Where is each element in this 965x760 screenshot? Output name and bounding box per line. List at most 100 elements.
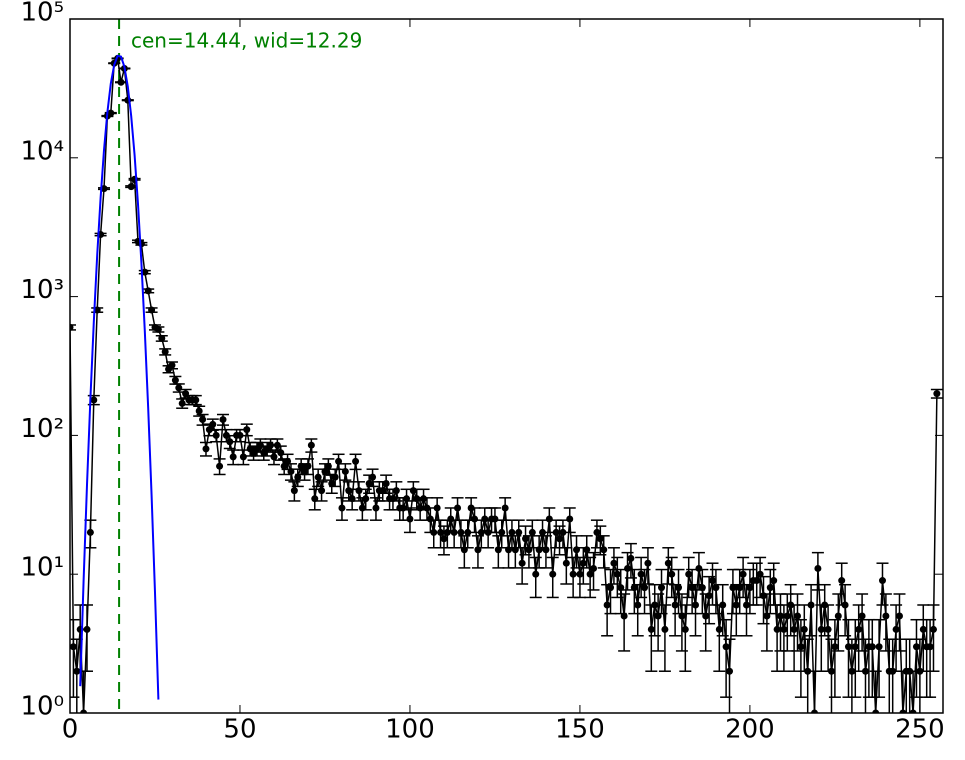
data-point: [576, 570, 584, 578]
error-bar: [927, 604, 940, 672]
data-point: [566, 515, 574, 523]
data-point: [630, 584, 638, 592]
data-point: [743, 601, 751, 609]
data-point: [641, 584, 649, 592]
data-point: [481, 515, 489, 523]
data-point: [161, 348, 169, 356]
data-point: [447, 515, 455, 523]
data-point: [844, 643, 852, 651]
data-point: [178, 399, 186, 407]
data-point: [709, 577, 717, 585]
data-point: [827, 667, 835, 675]
data-point: [70, 323, 74, 331]
data-point: [824, 625, 832, 633]
data-point: [753, 577, 761, 585]
x-tick-label: 100: [385, 715, 435, 745]
data-point: [409, 487, 417, 495]
data-point: [433, 504, 441, 512]
data-point: [590, 564, 598, 572]
data-point: [613, 570, 621, 578]
error-bar: [70, 324, 76, 331]
data-point: [338, 504, 346, 512]
data-point: [702, 612, 710, 620]
data-point: [658, 584, 666, 592]
data-point: [542, 546, 550, 554]
data-point: [586, 570, 594, 578]
data-point: [148, 306, 156, 314]
data-point: [685, 570, 693, 578]
data-point: [212, 431, 220, 439]
data-point: [372, 504, 380, 512]
error-bar: [723, 638, 736, 713]
y-tick-label: 10¹: [20, 553, 64, 583]
data-point: [600, 546, 608, 554]
data-point: [365, 480, 373, 488]
data-point: [814, 564, 822, 572]
error-bar: [903, 638, 916, 713]
data-point: [668, 570, 676, 578]
plot-frame: [69, 18, 944, 714]
data-point: [620, 612, 628, 620]
data-point: [777, 612, 785, 620]
data-point: [736, 584, 744, 592]
data-point: [141, 268, 149, 276]
data-point: [790, 625, 798, 633]
data-point: [552, 528, 560, 536]
data-point: [559, 528, 567, 536]
data-point: [270, 453, 278, 461]
data-point: [199, 416, 207, 424]
data-point: [681, 625, 689, 633]
error-bar: [658, 604, 671, 672]
data-point: [664, 559, 672, 567]
annotation: cen=14.44, wid=12.29: [131, 29, 362, 53]
data-point: [290, 487, 298, 495]
data-point: [426, 515, 434, 523]
data-point: [926, 643, 934, 651]
data-point: [107, 109, 115, 117]
data-point: [848, 667, 856, 675]
data-point: [692, 601, 700, 609]
data-point: [712, 584, 720, 592]
data-point: [569, 570, 577, 578]
data-point: [817, 625, 825, 633]
data-point: [345, 487, 353, 495]
data-point: [610, 559, 618, 567]
data-point: [807, 601, 815, 609]
data-point: [929, 625, 937, 633]
data-point: [895, 612, 903, 620]
data-point: [644, 559, 652, 567]
data-point: [562, 559, 570, 567]
data-point: [831, 643, 839, 651]
data-point: [539, 528, 547, 536]
data-point: [607, 584, 615, 592]
data-point: [127, 183, 135, 191]
data-point: [579, 559, 587, 567]
fit-curve: [79, 54, 160, 700]
data-point: [858, 612, 866, 620]
x-tick-label: 200: [725, 715, 775, 745]
data-point: [301, 467, 309, 475]
data-point: [314, 473, 322, 481]
data-point: [719, 601, 727, 609]
plot: [70, 19, 943, 713]
data-point: [202, 445, 210, 453]
data-point: [596, 535, 604, 543]
data-point: [328, 480, 336, 488]
error-bar: [679, 604, 692, 672]
data-point: [532, 570, 540, 578]
data-point: [773, 625, 781, 633]
data-point: [498, 528, 506, 536]
data-point: [171, 376, 179, 384]
data-point: [501, 504, 509, 512]
data-point: [545, 515, 553, 523]
data-point: [83, 625, 91, 633]
data-point: [841, 601, 849, 609]
x-tick-label: 250: [895, 715, 945, 745]
data-point: [219, 416, 227, 424]
data-point: [273, 441, 281, 449]
data-point: [239, 453, 247, 461]
data-point: [783, 612, 791, 620]
data-point: [294, 473, 302, 481]
data-point: [117, 78, 125, 86]
data-point: [624, 564, 632, 572]
